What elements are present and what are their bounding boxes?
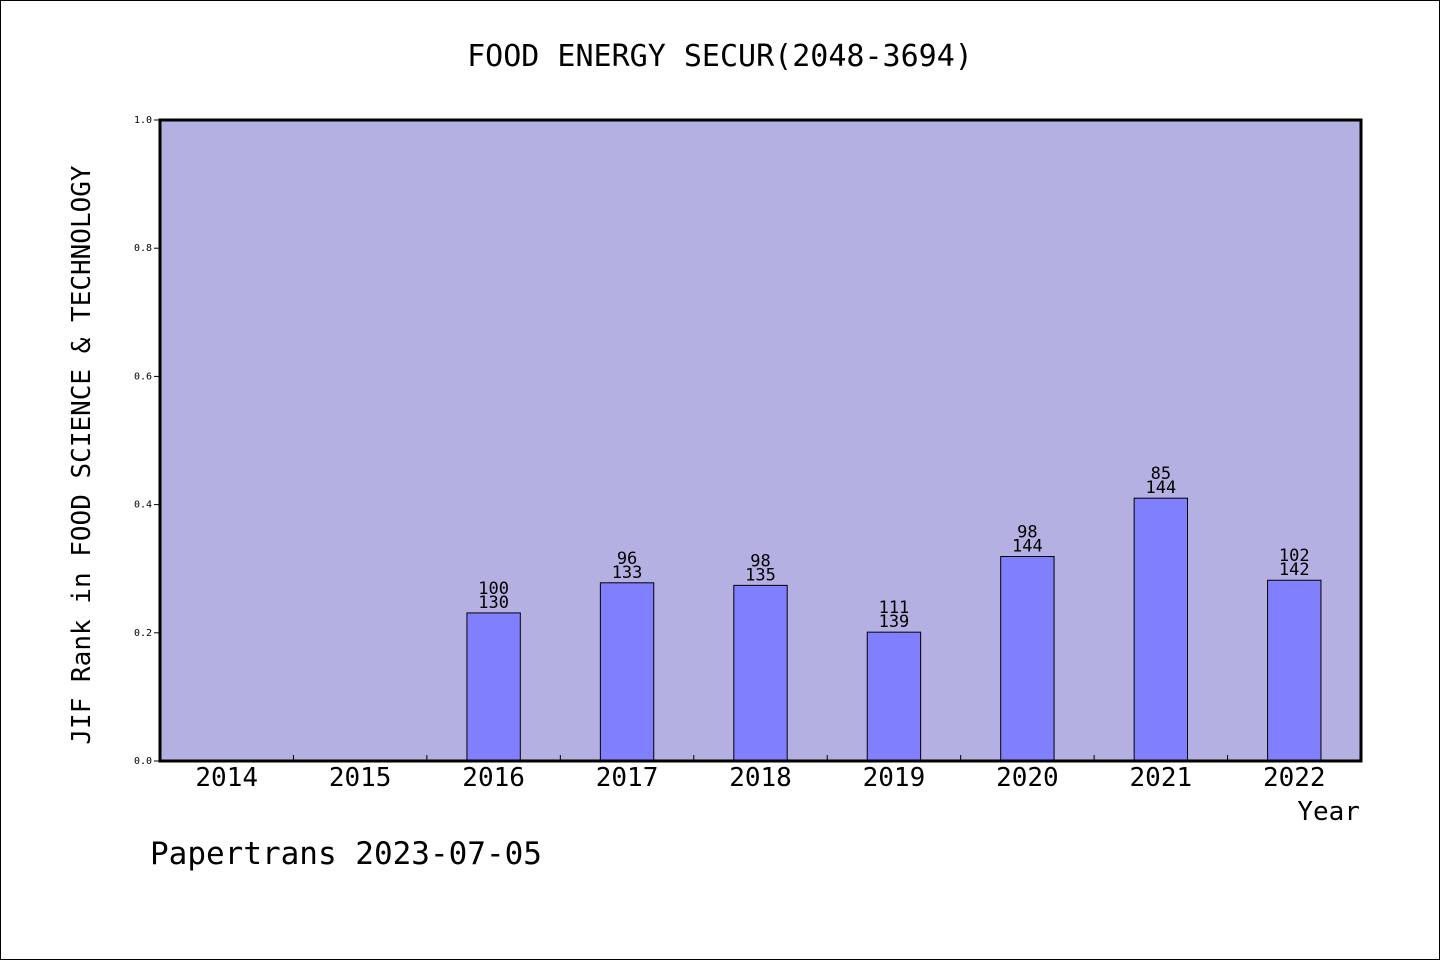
bar-total-label: 139 — [879, 612, 910, 632]
y-tick-label: 0.2 — [134, 628, 152, 639]
x-tick-label: 2022 — [1263, 763, 1326, 793]
plot-border — [158, 118, 1363, 763]
x-tick-label: 2020 — [996, 763, 1059, 793]
bar-total-label: 133 — [612, 563, 643, 583]
bar-total-label: 144 — [1012, 537, 1043, 557]
bar-rank-label: 96 — [617, 549, 637, 569]
bar-rank-label: 100 — [478, 579, 509, 599]
bar-rank-label: 102 — [1279, 546, 1310, 566]
bar-2022 — [1267, 579, 1322, 762]
bar-rank-label: 98 — [1017, 523, 1037, 543]
x-tick-label: 2015 — [329, 763, 392, 793]
bar-2019 — [866, 631, 922, 762]
y-tick-label: 0.0 — [134, 756, 152, 767]
x-tick-label: 2016 — [462, 763, 525, 793]
y-tick-label: 1.0 — [134, 115, 152, 126]
x-tick-label: 2018 — [729, 763, 792, 793]
x-tick-label: 2014 — [195, 763, 258, 793]
footer-credit: Papertrans 2023-07-05 — [150, 836, 542, 872]
bar-2018 — [733, 584, 788, 762]
bar-2016 — [466, 612, 521, 762]
bar-total-label: 130 — [478, 593, 509, 613]
bar-2020 — [1000, 556, 1055, 762]
bar-rank-label: 111 — [879, 598, 910, 618]
x-tick-label: 2017 — [596, 763, 659, 793]
bar-total-label: 144 — [1145, 478, 1176, 498]
x-axis-label: Year — [1297, 797, 1360, 827]
x-tick-label: 2021 — [1130, 763, 1193, 793]
bar-2021 — [1133, 497, 1189, 762]
bar-rank-label: 98 — [750, 551, 770, 571]
bar-2017 — [599, 582, 655, 762]
y-tick-label: 0.6 — [134, 371, 152, 382]
y-tick-label: 0.4 — [134, 500, 152, 511]
chart-title: FOOD ENERGY SECUR(2048-3694) — [467, 39, 973, 74]
x-tick-label: 2019 — [863, 763, 926, 793]
y-axis-label: JIF Rank in FOOD SCIENCE & TECHNOLOGY — [67, 165, 97, 745]
y-tick-label: 0.8 — [134, 243, 152, 254]
bar-total-label: 142 — [1279, 560, 1310, 580]
bar-total-label: 135 — [745, 565, 776, 585]
bar-rank-label: 85 — [1151, 464, 1171, 484]
